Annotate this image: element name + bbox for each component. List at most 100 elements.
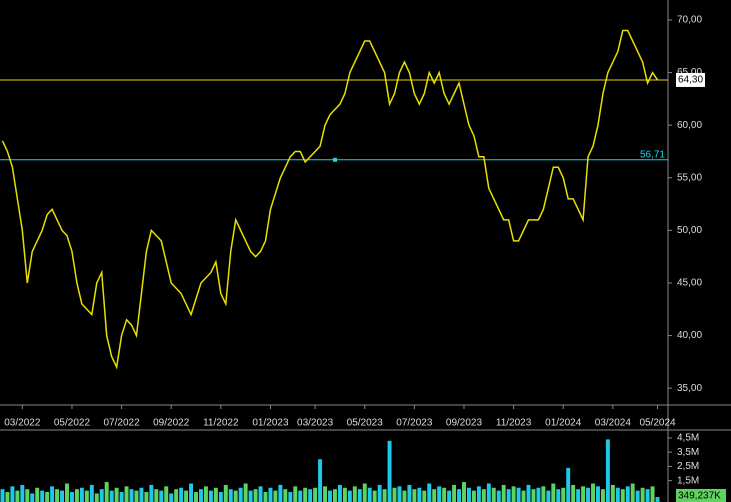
- x-tick-label: 11/2022: [203, 418, 239, 429]
- volume-bar: [15, 490, 20, 502]
- level-marker: [333, 157, 337, 162]
- y-tick-label: 4,5M: [677, 433, 699, 444]
- volume-bar: [412, 489, 417, 502]
- volume-bar: [248, 490, 253, 502]
- volume-bar: [243, 483, 248, 502]
- x-tick-label: 05/2023: [347, 418, 384, 429]
- volume-bar: [258, 486, 263, 502]
- level-label: 56,71: [640, 149, 665, 160]
- volume-bar: [268, 487, 273, 502]
- volume-bar: [536, 487, 541, 502]
- volume-bar: [586, 487, 591, 502]
- price-line: [1, 29, 659, 370]
- x-tick-label: 09/2023: [446, 418, 483, 429]
- volume-bar: [462, 482, 466, 502]
- volume-bar: [347, 490, 352, 502]
- volume-bar: [159, 490, 164, 502]
- volume-bar: [318, 459, 323, 502]
- volume-bar: [20, 484, 25, 502]
- volume-bar: [427, 483, 432, 502]
- volume-bar: [471, 490, 476, 502]
- volume-bar: [129, 489, 134, 502]
- volume-bar: [169, 493, 174, 502]
- volume-bar: [556, 489, 561, 502]
- volume-bar: [382, 489, 387, 502]
- level-label-box: [676, 72, 705, 87]
- volume-bar: [491, 487, 496, 502]
- volume-bar: [288, 492, 293, 502]
- x-tick-label: 01/2024: [545, 418, 582, 429]
- volume-bar: [531, 489, 536, 502]
- volume-bar: [30, 493, 35, 502]
- y-tick-label: 55,00: [677, 172, 702, 183]
- volume-bar: [134, 490, 139, 502]
- volume-bar: [50, 486, 55, 502]
- volume-bar: [278, 484, 283, 502]
- volume-bar: [208, 490, 213, 502]
- volume-bar: [367, 487, 372, 502]
- volume-bar: [89, 484, 94, 502]
- volume-bar: [337, 484, 342, 502]
- volume-bar: [511, 486, 516, 502]
- volume-bar: [184, 490, 189, 502]
- volume-bar: [5, 492, 10, 502]
- volume-bar: [198, 489, 203, 502]
- volume-bar: [104, 482, 109, 502]
- x-tick-label: 09/2022: [153, 418, 190, 429]
- volume-bar: [298, 490, 303, 502]
- y-tick-label: 35,00: [677, 383, 702, 394]
- volume-bar: [447, 490, 452, 502]
- volume-bar: [437, 486, 442, 502]
- volume-bar: [144, 492, 149, 502]
- volume-bar: [640, 487, 645, 502]
- volume-bar: [238, 487, 243, 502]
- volume-bar: [25, 489, 30, 502]
- x-tick-label: 03/2024: [595, 418, 632, 429]
- volume-bar: [74, 489, 79, 502]
- x-tick-label: 07/2023: [396, 418, 433, 429]
- volume-bar: [323, 486, 328, 502]
- volume-bar: [174, 489, 179, 502]
- volume-bar: [84, 490, 89, 502]
- volume-bar: [154, 489, 159, 502]
- volume-bar: [139, 487, 144, 502]
- volume-bar: [397, 486, 402, 502]
- volume-bar: [571, 484, 576, 502]
- volume-bar: [591, 483, 595, 502]
- y-tick-label: 40,00: [677, 330, 702, 341]
- volume-bar: [402, 490, 407, 502]
- volume-bar: [313, 487, 318, 502]
- volume-bar: [516, 487, 521, 502]
- volume-bar: [392, 487, 397, 502]
- volume-bar: [615, 487, 620, 502]
- volume-bar: [94, 493, 99, 502]
- volume-bar: [551, 483, 556, 502]
- volume-bar: [342, 487, 347, 502]
- volume-bar: [223, 484, 228, 502]
- volume-bar: [561, 487, 566, 502]
- volume-bar: [273, 490, 278, 502]
- volume-bar: [486, 483, 491, 502]
- volume-bar: [442, 487, 447, 502]
- volume-bar: [501, 484, 506, 502]
- volume-bar: [65, 483, 69, 502]
- y-tick-label: 1,5M: [677, 475, 699, 486]
- volume-bar: [422, 490, 427, 502]
- volume-bar: [213, 487, 218, 502]
- volume-bar: [521, 490, 526, 502]
- volume-bar: [233, 490, 238, 502]
- volume-bar: [605, 439, 610, 502]
- y-tick-label: 70,00: [677, 15, 702, 26]
- volume-bar: [328, 490, 332, 502]
- volume-bar: [610, 484, 615, 502]
- x-tick-label: 11/2023: [496, 418, 532, 429]
- volume-bar: [600, 489, 605, 502]
- volume-bar: [496, 490, 501, 502]
- volume-bar: [546, 490, 551, 502]
- volume-bar: [293, 486, 298, 502]
- volume-bar: [124, 486, 129, 502]
- x-tick-label: 01/2023: [252, 418, 289, 429]
- y-tick-label: 60,00: [677, 120, 702, 131]
- volume-bar: [576, 489, 581, 502]
